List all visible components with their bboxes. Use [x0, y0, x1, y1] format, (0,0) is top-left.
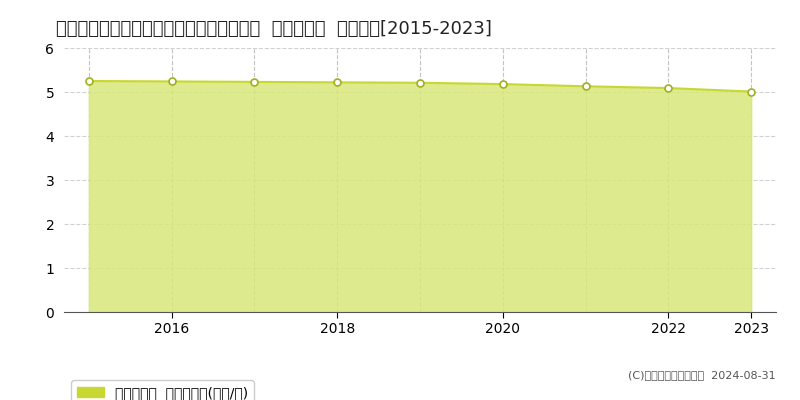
Legend: 基準地価格  平均坪単価(万円/坪): 基準地価格 平均坪単価(万円/坪) — [71, 380, 254, 400]
Text: 石川県鹿島郡中能登町最勝講る４６番１外  基準地価格  地価推移[2015-2023]: 石川県鹿島郡中能登町最勝講る４６番１外 基準地価格 地価推移[2015-2023… — [56, 20, 492, 38]
Text: (C)土地価格ドットコム  2024-08-31: (C)土地価格ドットコム 2024-08-31 — [628, 370, 776, 380]
